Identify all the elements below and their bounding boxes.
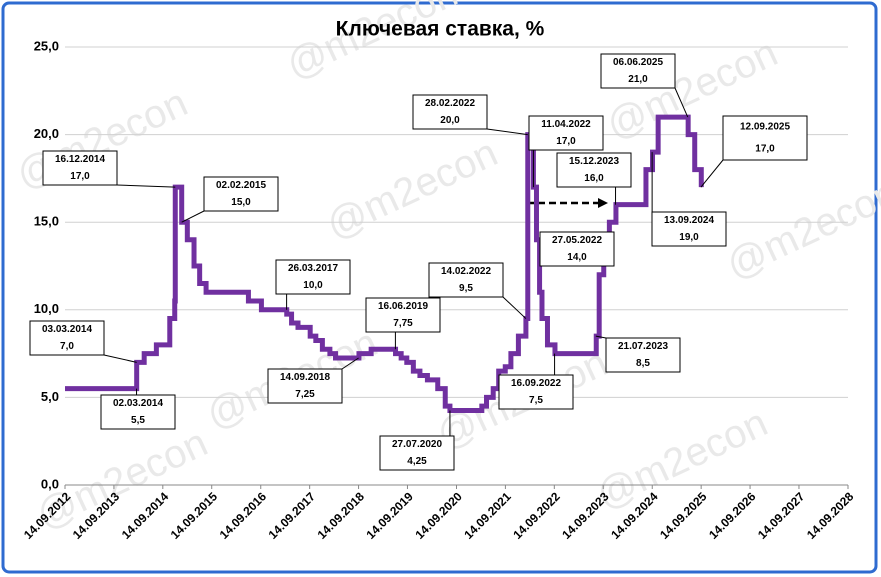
callout-date: 16.09.2022 [511, 378, 561, 389]
y-tick-label: 25,0 [34, 38, 59, 53]
callout-date: 27.05.2022 [552, 235, 602, 246]
callout-date: 27.07.2020 [392, 439, 442, 450]
callout-date: 12.09.2025 [740, 122, 790, 133]
callout-date: 02.02.2015 [216, 180, 266, 191]
callout-box [100, 394, 176, 430]
y-tick-label: 5,0 [41, 389, 59, 404]
y-tick-label: 10,0 [34, 301, 59, 316]
callout-date: 26.03.2017 [288, 263, 338, 274]
callout-line [674, 87, 689, 118]
callout-box [539, 231, 615, 267]
callout-box [267, 368, 343, 404]
callout-value: 21,0 [628, 74, 648, 85]
callout-value: 10,0 [303, 280, 323, 291]
y-tick-label: 20,0 [34, 126, 59, 141]
callout-value: 7,75 [393, 318, 413, 329]
callout-value: 9,5 [459, 283, 473, 294]
callout-value: 14,0 [567, 252, 587, 263]
callout-value: 19,0 [679, 232, 699, 243]
callout-box [605, 337, 681, 373]
callout-line [700, 159, 724, 188]
callout-line [181, 210, 205, 223]
callout-date: 16.06.2019 [378, 301, 428, 312]
callout-box [556, 152, 632, 188]
callout-value: 4,25 [407, 456, 427, 467]
callout-line [502, 296, 527, 319]
callout-line [103, 354, 137, 363]
callout-value: 8,5 [636, 358, 650, 369]
callout-value: 7,0 [60, 341, 74, 352]
callout-date: 21.07.2023 [618, 341, 668, 352]
callout-date: 14.09.2018 [280, 372, 330, 383]
callout-value: 15,0 [231, 197, 251, 208]
callout-value: 16,0 [584, 173, 604, 184]
callout-value: 7,25 [295, 389, 315, 400]
callout-line [116, 184, 176, 188]
callout-box [722, 115, 808, 161]
callout-date: 16.12.2014 [55, 154, 105, 165]
callout-box [498, 374, 574, 410]
callout-date: 03.03.2014 [42, 324, 92, 335]
callout-value: 17,0 [70, 171, 90, 182]
arrow-head [598, 198, 608, 208]
callout-box [365, 297, 441, 333]
chart-title: Ключевая ставка, % [336, 18, 545, 41]
callout-box [412, 94, 488, 130]
callout-date: 11.04.2022 [541, 119, 591, 130]
callout-value: 20,0 [440, 115, 460, 126]
callout-box [379, 435, 455, 471]
callout-value: 7,5 [529, 395, 543, 406]
callout-date: 15.12.2023 [569, 156, 619, 167]
callout-box [651, 211, 727, 247]
callout-date: 28.02.2022 [425, 98, 475, 109]
callout-box [600, 53, 676, 89]
callout-value: 17,0 [556, 136, 576, 147]
callout-date: 13.09.2024 [664, 215, 714, 226]
callout-date: 06.06.2025 [613, 57, 663, 68]
callout-box [428, 262, 504, 298]
callout-value: 5,5 [131, 415, 145, 426]
y-tick-label: 15,0 [34, 214, 59, 229]
callout-date: 02.03.2014 [113, 398, 163, 409]
callout-box [42, 150, 118, 186]
callout-line [595, 335, 607, 339]
callout-box [275, 259, 351, 295]
callout-box [203, 176, 279, 212]
callout-date: 14.02.2022 [441, 266, 491, 277]
callout-box [528, 115, 604, 151]
y-tick-label: 0,0 [41, 476, 59, 491]
callout-line [486, 128, 528, 136]
callout-line [341, 357, 359, 370]
callout-box [29, 320, 105, 356]
callout-value: 17,0 [755, 144, 775, 155]
